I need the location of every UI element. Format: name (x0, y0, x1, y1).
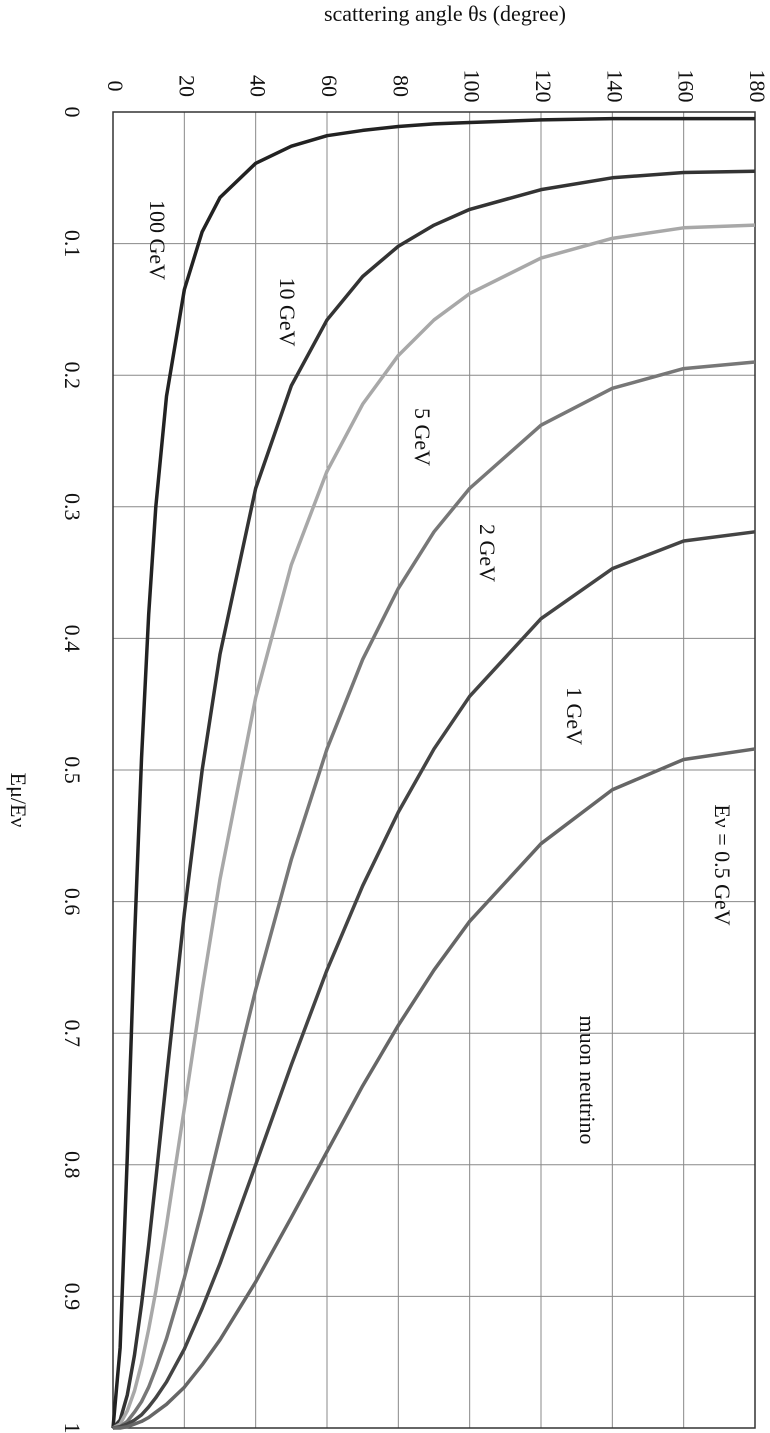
data-line (112, 223, 756, 1430)
y-tick-label: 1 (60, 1423, 85, 1433)
series-label: Eν = 0.5 GeV (710, 804, 735, 925)
x-tick-label: 80 (388, 75, 413, 97)
series-label: 100 GeV (145, 200, 170, 280)
data-line (112, 360, 756, 1430)
y-tick-label: 0.5 (60, 756, 85, 784)
x-tick-label: 0 (103, 81, 128, 92)
data-line (113, 747, 756, 1430)
y-tick-label: 0.8 (60, 1151, 85, 1179)
y-axis-label: Eμ/Eν (6, 773, 31, 828)
x-tick-label: 120 (531, 70, 556, 103)
y-tick-label: 0.6 (60, 888, 85, 916)
annotation: muon neutrino (575, 1016, 600, 1145)
series-label: 1 GeV (562, 687, 587, 745)
series-label: 5 GeV (410, 408, 435, 466)
x-tick-label: 20 (174, 75, 199, 97)
x-tick-label: 60 (317, 75, 342, 97)
y-tick-label: 0.3 (60, 493, 85, 521)
x-tick-label: 140 (602, 70, 627, 103)
x-tick-label: 180 (745, 70, 770, 103)
y-tick-label: 0.9 (60, 1283, 85, 1311)
x-tick-label: 100 (460, 70, 485, 103)
y-tick-label: 0.7 (60, 1019, 85, 1047)
chart-title: scattering angle θs (degree) (324, 1, 566, 26)
data-line (112, 530, 756, 1430)
y-tick-label: 0.4 (60, 625, 85, 653)
x-tick-label: 40 (246, 75, 271, 97)
y-tick-label: 0 (60, 107, 85, 118)
y-tick-label: 0.1 (60, 230, 85, 258)
data-line (111, 116, 755, 1429)
series-label: 2 GeV (475, 524, 500, 582)
y-tick-label: 0.2 (60, 361, 85, 389)
plot-frame (112, 111, 756, 1429)
x-tick-label: 160 (674, 70, 699, 103)
series-label: 10 GeV (275, 277, 300, 346)
data-line (111, 169, 756, 1430)
